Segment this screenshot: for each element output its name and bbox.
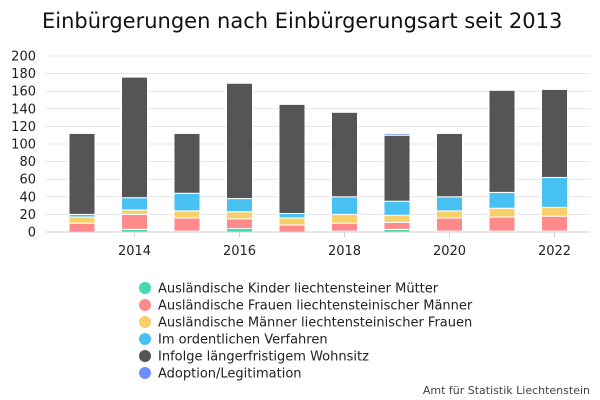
x-axis-tick-labels: 2014 2016 2018 2020 2022 bbox=[118, 232, 571, 259]
bars bbox=[68, 76, 568, 233]
bar-segment bbox=[541, 215, 568, 232]
bar-segment bbox=[226, 218, 253, 229]
bar-segment bbox=[331, 196, 358, 215]
bar-segment bbox=[488, 191, 516, 209]
x-tick-label: 2022 bbox=[538, 244, 571, 259]
y-tick-label: 40 bbox=[19, 190, 36, 205]
bar-segment bbox=[278, 224, 306, 233]
bar-segment bbox=[383, 200, 411, 216]
bar-segment bbox=[278, 213, 306, 219]
legend-swatch bbox=[139, 282, 151, 294]
bar-segment bbox=[121, 213, 148, 230]
x-tick-label: 2016 bbox=[223, 244, 256, 259]
bar-segment bbox=[541, 206, 568, 217]
bar-segment bbox=[331, 111, 358, 198]
legend-label: Adoption/Legitimation bbox=[158, 367, 302, 382]
bar-segment bbox=[488, 207, 516, 218]
legend-swatch bbox=[139, 333, 151, 345]
bar-segment bbox=[226, 211, 253, 220]
bar-segment bbox=[278, 217, 306, 226]
bar-segment bbox=[383, 221, 411, 230]
x-tick-label: 2018 bbox=[328, 244, 361, 259]
y-tick-label: 180 bbox=[11, 67, 36, 82]
bar-segment bbox=[173, 210, 201, 219]
bar-segment bbox=[121, 76, 148, 199]
bar-segment bbox=[383, 214, 411, 223]
bar-segment bbox=[436, 196, 463, 212]
legend-label: Infolge längerfristigem Wohnsitz bbox=[158, 350, 369, 365]
y-tick-label: 120 bbox=[11, 120, 36, 135]
y-tick-label: 80 bbox=[19, 155, 36, 170]
bar-segment bbox=[383, 132, 411, 136]
legend-label: Im ordentlichen Verfahren bbox=[158, 333, 328, 348]
y-tick-label: 100 bbox=[11, 138, 36, 153]
bar-segment bbox=[488, 216, 516, 232]
bar-segment bbox=[436, 217, 463, 232]
bar-segment bbox=[383, 134, 411, 202]
legend-label: Ausländische Kinder liechtensteiner Mütt… bbox=[158, 282, 439, 297]
y-tick-label: 20 bbox=[19, 208, 36, 223]
x-tick-label: 2014 bbox=[118, 244, 151, 259]
legend-label: Ausländische Frauen liechtensteinischer … bbox=[158, 299, 473, 314]
source-credit: Amt für Statistik Liechtenstein bbox=[423, 384, 590, 397]
legend-swatch bbox=[139, 350, 151, 362]
bar-segment bbox=[173, 132, 201, 194]
bar-segment bbox=[541, 88, 568, 178]
y-axis-tick-labels: 0 20 40 60 80 100 120 140 160 180 200 bbox=[11, 50, 36, 241]
bar-segment bbox=[488, 89, 516, 193]
bar-segment bbox=[436, 210, 463, 219]
legend: Ausländische Kinder liechtensteiner Mütt… bbox=[139, 282, 473, 382]
y-tick-label: 0 bbox=[28, 226, 36, 241]
y-tick-label: 60 bbox=[19, 173, 36, 188]
bar-segment bbox=[121, 209, 148, 215]
bar-segment bbox=[278, 103, 306, 215]
legend-swatch bbox=[139, 367, 151, 379]
bar-segment bbox=[541, 176, 568, 208]
y-tick-label: 200 bbox=[11, 50, 36, 65]
bar-segment bbox=[226, 82, 253, 200]
chart-title: Einbürgerungen nach Einbürgerungsart sei… bbox=[42, 9, 562, 33]
bar-segment bbox=[68, 132, 96, 215]
bar-segment bbox=[173, 192, 201, 212]
bar-segment bbox=[173, 217, 201, 232]
x-tick-label: 2020 bbox=[433, 244, 466, 259]
legend-swatch bbox=[139, 316, 151, 328]
bar-segment bbox=[436, 132, 463, 198]
legend-swatch bbox=[139, 299, 151, 311]
bar-segment bbox=[121, 197, 148, 211]
legend-label: Ausländische Männer liechtensteinischer … bbox=[158, 316, 472, 331]
bar-segment bbox=[226, 227, 253, 233]
bar-segment bbox=[68, 216, 96, 224]
y-tick-label: 140 bbox=[11, 102, 36, 117]
bar-segment bbox=[226, 198, 253, 213]
bar-segment bbox=[331, 213, 358, 224]
bar-segment bbox=[331, 222, 358, 232]
y-tick-label: 160 bbox=[11, 85, 36, 100]
bar-segment bbox=[68, 222, 96, 233]
